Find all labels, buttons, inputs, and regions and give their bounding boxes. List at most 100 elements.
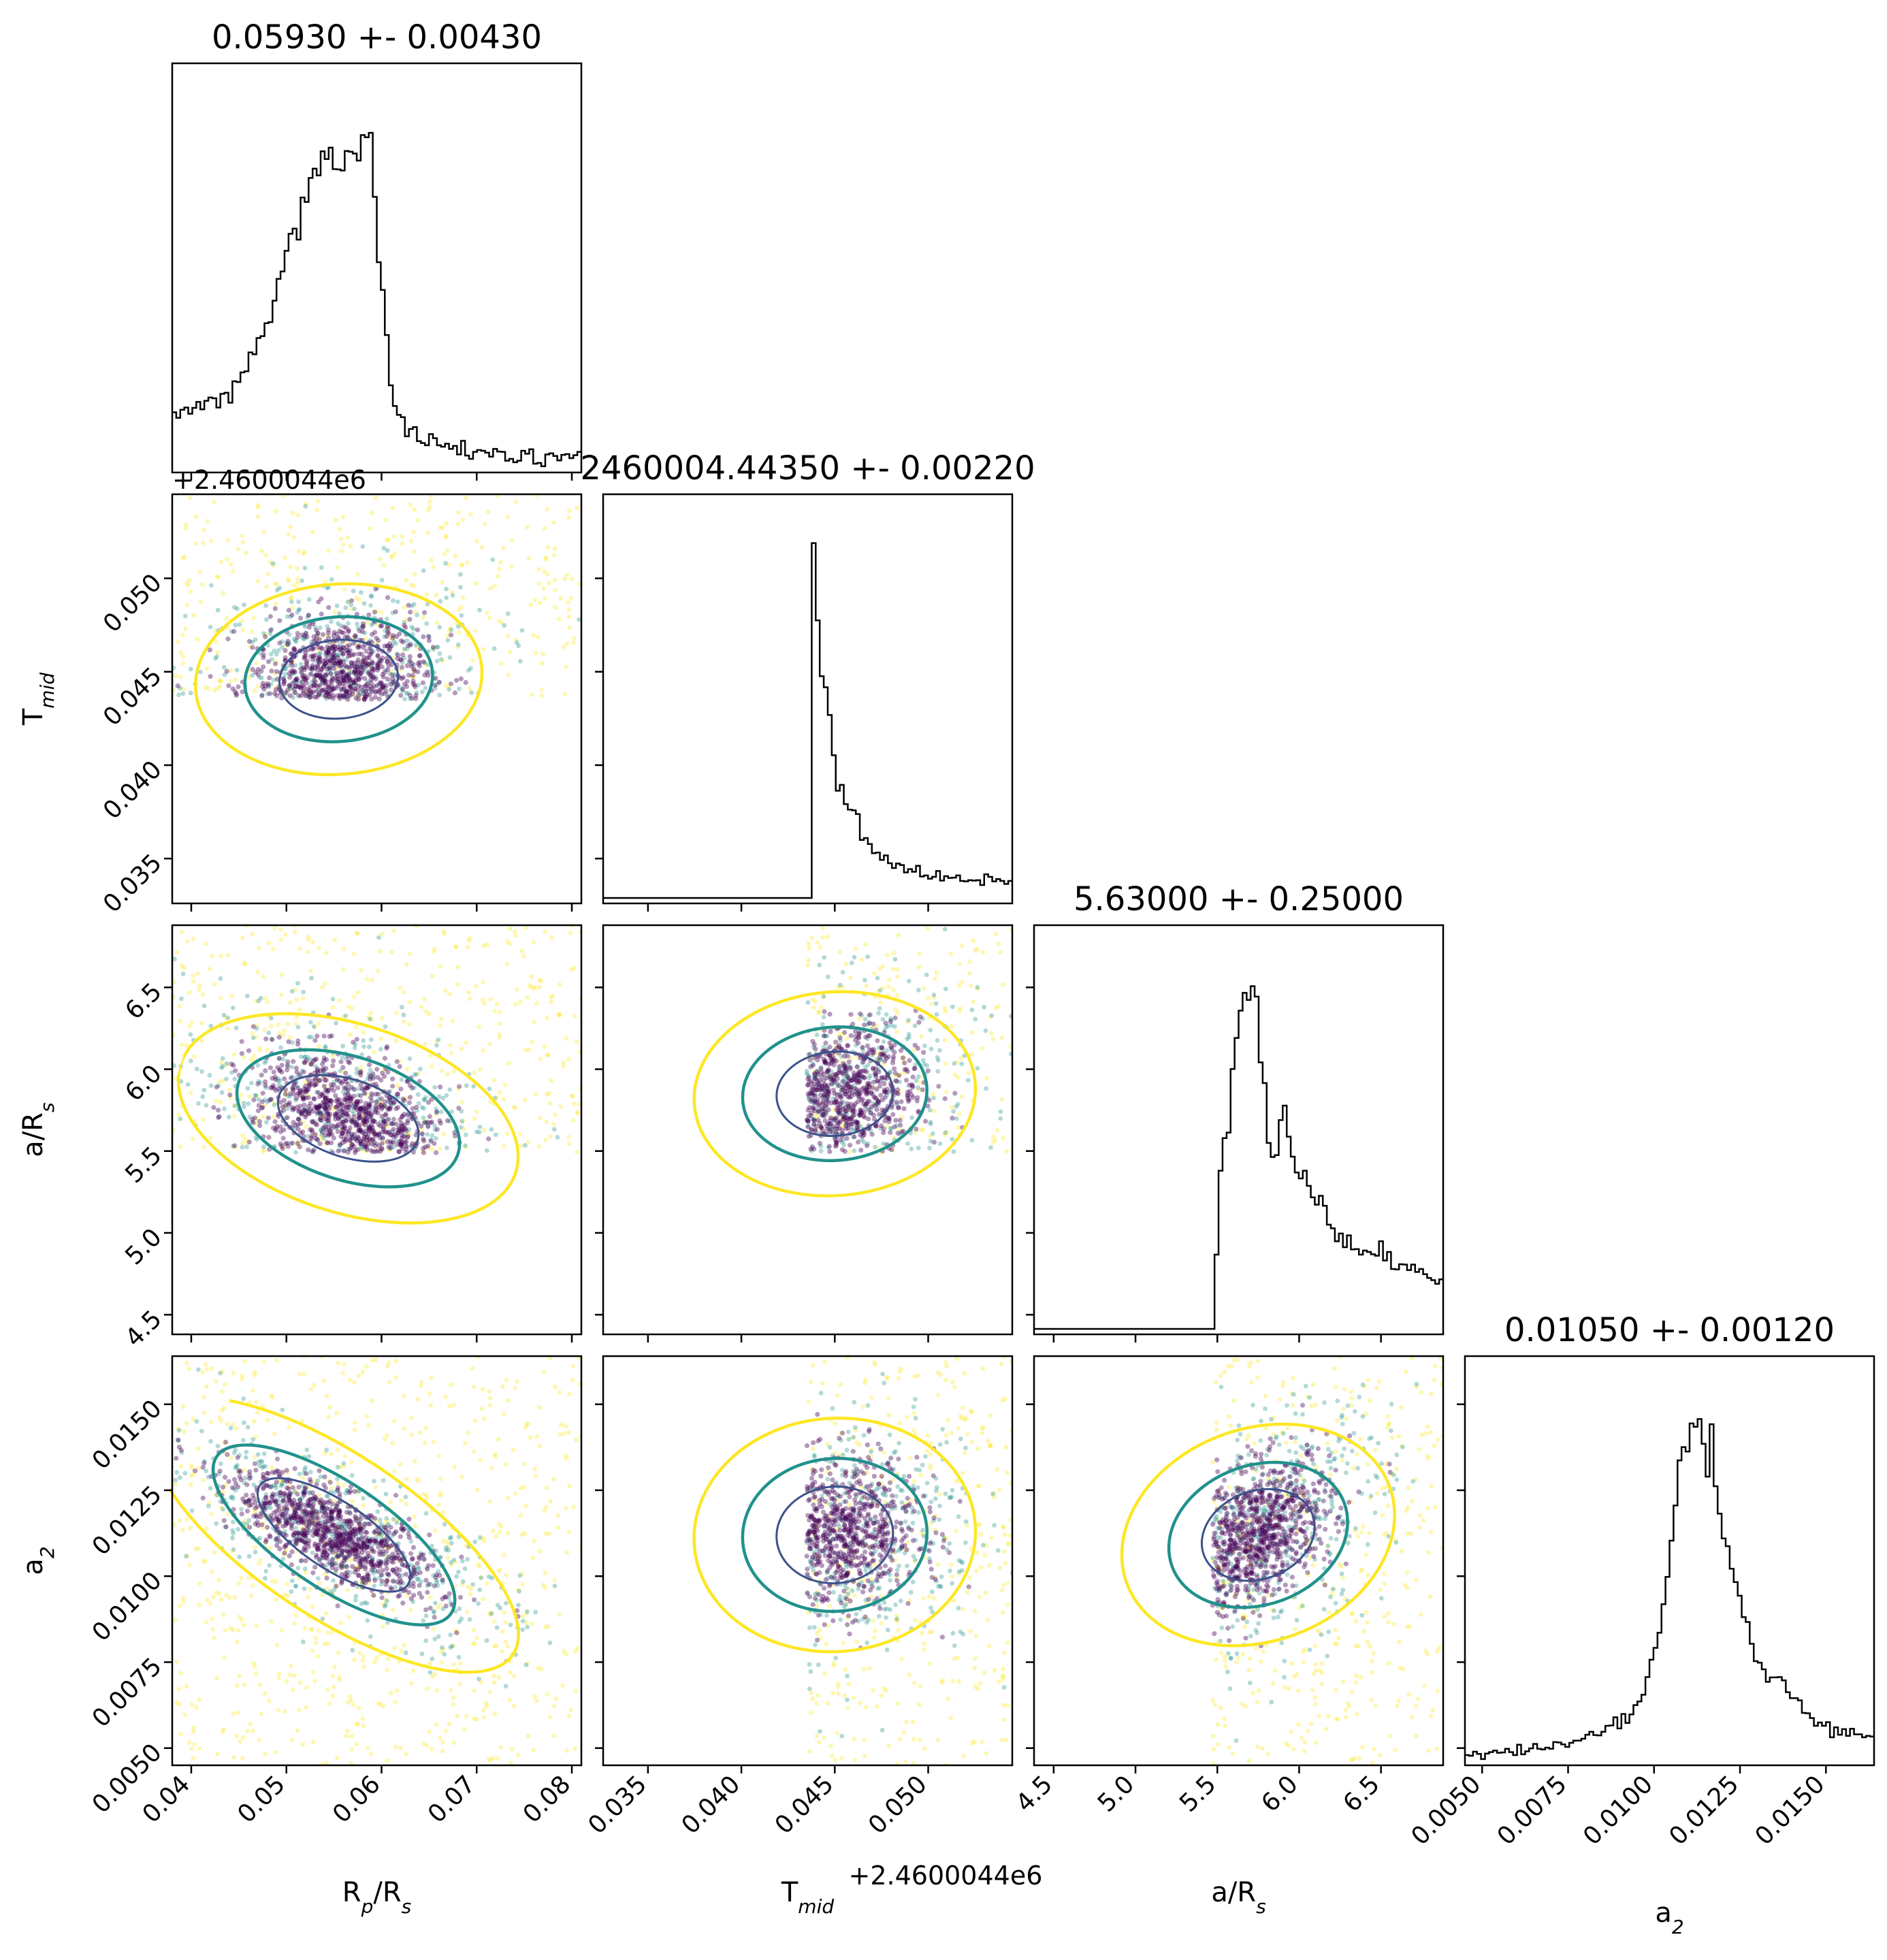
scatter-point — [310, 653, 316, 658]
scatter-point — [486, 509, 491, 515]
scatter-point — [341, 1463, 346, 1468]
scatter-point — [344, 688, 350, 694]
scatter-point — [421, 1136, 426, 1142]
scatter-point — [340, 1131, 345, 1136]
scatter-point — [360, 1658, 366, 1663]
scatter-point — [329, 619, 334, 624]
scatter-point — [392, 673, 398, 679]
scatter-point — [370, 1557, 375, 1563]
scatter-point — [301, 665, 306, 671]
scatter-point — [399, 1142, 404, 1147]
scatter-point — [319, 1534, 325, 1540]
scatter-point — [297, 1496, 303, 1502]
scatter-point — [398, 657, 404, 662]
scatter-point — [316, 645, 321, 650]
scatter-point — [216, 1079, 222, 1085]
scatter-point — [327, 1518, 332, 1524]
scatter-point — [283, 1511, 287, 1516]
scatter-point — [214, 1492, 219, 1498]
scatter-point — [224, 615, 229, 621]
scatter-point — [474, 1716, 479, 1722]
scatter-point — [343, 1542, 349, 1547]
scatter-point — [303, 1547, 308, 1554]
scatter-point — [329, 1557, 335, 1562]
scatter-point — [379, 1573, 385, 1578]
scatter-point — [382, 669, 387, 675]
scatter-point — [458, 676, 464, 681]
scatter-point — [290, 1578, 295, 1584]
scatter-point — [362, 630, 368, 636]
scatter-point — [481, 1535, 486, 1541]
scatter-point — [293, 1097, 298, 1103]
scatter-point — [242, 961, 247, 966]
scatter-point — [346, 1104, 352, 1110]
scatter-point — [366, 1104, 372, 1110]
scatter-point — [338, 1059, 344, 1065]
scatter-point — [364, 1601, 370, 1606]
scatter-point — [228, 562, 233, 566]
scatter-point — [346, 1130, 351, 1136]
scatter-point — [337, 696, 342, 701]
scatter-point — [344, 673, 350, 678]
scatter-point — [467, 996, 472, 1001]
scatter-point — [323, 1087, 328, 1093]
scatter-point — [357, 1650, 362, 1656]
scatter-point — [404, 962, 409, 967]
scatter-point — [358, 664, 364, 670]
scatter-point — [348, 671, 353, 676]
scatter-point — [327, 1097, 333, 1104]
scatter-point — [274, 1509, 279, 1514]
scatter-point — [367, 1114, 372, 1120]
scatter-point — [349, 607, 354, 611]
scatter-point — [413, 1523, 418, 1528]
scatter-point — [332, 1522, 338, 1528]
scatter-point — [261, 664, 266, 670]
scatter-point — [332, 1526, 338, 1531]
scatter-point — [303, 1087, 309, 1092]
scatter-point — [459, 1108, 464, 1114]
scatter-point — [389, 1103, 394, 1108]
scatter-point — [329, 1539, 335, 1545]
scatter-point — [302, 677, 308, 682]
scatter-point — [356, 1108, 361, 1113]
scatter-point — [419, 1131, 425, 1137]
scatter-point — [310, 654, 317, 660]
scatter-point — [208, 1601, 213, 1606]
scatter-point — [419, 1004, 424, 1010]
scatter-point — [276, 1086, 281, 1091]
scatter-point — [428, 1138, 434, 1144]
scatter-point — [306, 1519, 312, 1525]
scatter-point — [360, 544, 366, 549]
scatter-point — [358, 675, 364, 680]
scatter-point — [271, 1086, 277, 1091]
scatter-point — [351, 681, 357, 686]
scatter-point — [539, 693, 545, 698]
scatter-point — [268, 1096, 273, 1102]
scatter-point — [351, 1104, 356, 1109]
scatter-point — [523, 925, 528, 931]
scatter-point — [265, 659, 272, 664]
scatter-point — [201, 1003, 207, 1008]
scatter-point — [350, 677, 355, 683]
scatter-point — [385, 1598, 389, 1603]
scatter-point — [290, 670, 295, 675]
scatter-point — [280, 1032, 286, 1038]
scatter-point — [421, 1115, 426, 1121]
scatter-point — [428, 1053, 433, 1059]
scatter-point — [300, 1489, 306, 1494]
scatter-point — [357, 1521, 362, 1526]
scatter-point — [304, 630, 309, 637]
scatter-point — [425, 673, 431, 678]
scatter-point — [322, 1451, 327, 1456]
scatter-point — [233, 677, 238, 682]
scatter-point — [304, 1124, 309, 1129]
scatter-point — [310, 1119, 315, 1125]
scatter-point — [391, 1116, 396, 1122]
scatter-point — [329, 1515, 334, 1520]
scatter-point — [476, 1601, 481, 1606]
scatter-point — [237, 1474, 242, 1479]
scatter-point — [468, 511, 473, 517]
scatter-point — [290, 1105, 295, 1110]
scatter-point — [363, 1131, 368, 1137]
scatter-point — [180, 556, 185, 561]
